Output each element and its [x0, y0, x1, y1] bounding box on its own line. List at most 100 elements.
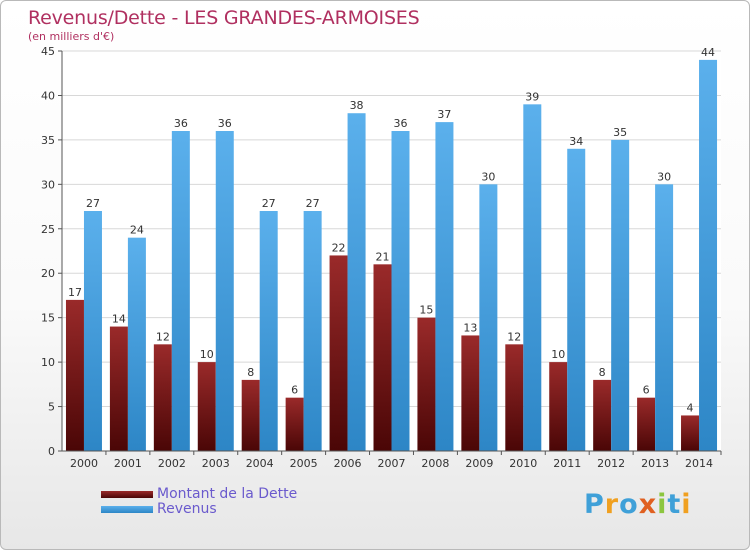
x-tick-label: 2002 [158, 457, 186, 470]
x-tick-label: 2007 [378, 457, 406, 470]
data-label: 8 [247, 366, 254, 379]
bar-revenus [127, 237, 146, 451]
x-tick-label: 2001 [114, 457, 142, 470]
bar-debt [593, 379, 612, 451]
x-tick-label: 2000 [70, 457, 98, 470]
bar-revenus [259, 211, 278, 451]
data-label: 12 [156, 330, 170, 343]
data-label: 36 [174, 117, 188, 130]
data-label: 4 [687, 401, 694, 414]
data-label: 13 [463, 321, 477, 334]
data-label: 21 [376, 250, 390, 263]
data-label: 12 [507, 330, 521, 343]
bar-revenus [215, 131, 234, 451]
y-tick-label: 0 [48, 445, 55, 458]
bar-debt [549, 362, 568, 451]
data-label: 24 [130, 224, 144, 237]
y-tick-label: 20 [41, 267, 55, 280]
data-label: 36 [394, 117, 408, 130]
data-label: 6 [643, 384, 650, 397]
chart-subtitle: (en milliers d'€) [28, 30, 115, 43]
legend-swatch-debt [101, 491, 153, 498]
data-label: 44 [701, 46, 715, 59]
bar-revenus [611, 139, 630, 451]
y-tick-label: 30 [41, 178, 55, 191]
data-label: 30 [657, 170, 671, 183]
x-tick-label: 2004 [246, 457, 274, 470]
data-label: 8 [599, 366, 606, 379]
x-tick-label: 2012 [597, 457, 625, 470]
x-tick-label: 2014 [685, 457, 713, 470]
x-tick-label: 2006 [334, 457, 362, 470]
data-label: 6 [291, 384, 298, 397]
bar-revenus [655, 184, 674, 452]
logo-letter: r [604, 489, 620, 520]
x-tick-label: 2010 [509, 457, 537, 470]
y-tick-label: 25 [41, 223, 55, 236]
x-tick-label: 2013 [641, 457, 669, 470]
y-tick-label: 5 [48, 401, 55, 414]
legend-label-revenus: Revenus [157, 501, 217, 517]
bar-debt [241, 379, 260, 451]
bar-debt [285, 397, 304, 451]
data-label: 30 [481, 170, 495, 183]
proxiti-logo: Proxiti [584, 489, 692, 520]
x-tick-label: 2005 [290, 457, 318, 470]
data-label: 10 [551, 348, 565, 361]
y-tick-label: 45 [41, 45, 55, 58]
data-label: 39 [525, 90, 539, 103]
data-label: 27 [262, 197, 276, 210]
data-label: 15 [419, 304, 433, 317]
x-tick-label: 2003 [202, 457, 230, 470]
bar-debt [329, 255, 348, 451]
data-label: 35 [613, 126, 627, 139]
logo-letter: i [657, 489, 668, 520]
x-tick-label: 2008 [421, 457, 449, 470]
bar-revenus [83, 211, 102, 451]
x-tick-label: 2009 [465, 457, 493, 470]
bar-debt [505, 344, 524, 451]
logo-letter: i [681, 489, 692, 520]
data-label: 14 [112, 313, 126, 326]
bar-debt [461, 335, 480, 451]
data-label: 34 [569, 135, 583, 148]
y-tick-label: 10 [41, 356, 55, 369]
data-label: 38 [350, 99, 364, 112]
bar-debt [153, 344, 172, 451]
logo-letter: P [584, 489, 605, 520]
bar-revenus [391, 131, 410, 451]
bar-revenus [303, 211, 322, 451]
bar-debt [197, 362, 216, 451]
bar-debt [681, 415, 700, 451]
bar-debt [109, 326, 128, 451]
bar-revenus [435, 122, 454, 451]
logo-letter: o [619, 489, 639, 520]
bar-debt [373, 264, 392, 451]
data-label: 27 [86, 197, 100, 210]
data-label: 17 [68, 286, 82, 299]
x-tick-label: 2011 [553, 457, 581, 470]
bar-debt [65, 299, 84, 451]
data-label: 37 [437, 108, 451, 121]
bar-debt [417, 317, 436, 451]
chart-title: Revenus/Dette - LES GRANDES-ARMOISES [28, 7, 420, 29]
data-label: 36 [218, 117, 232, 130]
logo-letter: x [638, 489, 658, 520]
bar-revenus [567, 148, 586, 451]
data-label: 27 [306, 197, 320, 210]
y-tick-label: 15 [41, 312, 55, 325]
bar-revenus [171, 131, 190, 451]
bar-revenus [523, 104, 542, 451]
bar-revenus [699, 59, 718, 452]
bar-revenus [347, 113, 366, 451]
bar-debt [637, 397, 656, 451]
bar-revenus [479, 184, 498, 452]
legend-label-debt: Montant de la Dette [157, 486, 298, 502]
y-tick-label: 35 [41, 134, 55, 147]
y-tick-label: 40 [41, 89, 55, 102]
data-label: 10 [200, 348, 214, 361]
legend-swatch-revenus [101, 506, 153, 513]
data-label: 22 [332, 241, 346, 254]
